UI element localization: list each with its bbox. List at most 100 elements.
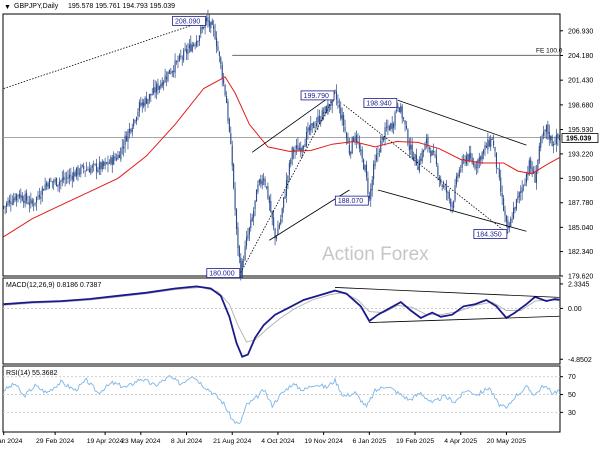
candle-body: [550, 136, 552, 141]
candle-body: [344, 126, 346, 132]
xtick-label: 6 Jan 2025: [353, 438, 387, 445]
candle-body: [36, 196, 38, 203]
candle-body: [174, 60, 176, 73]
candle-body: [271, 211, 273, 219]
candle-body: [335, 91, 338, 100]
candle-body: [354, 136, 356, 141]
candle-body: [97, 169, 99, 173]
candle-body: [230, 133, 232, 145]
candle-body: [433, 151, 435, 153]
candle-body: [404, 120, 406, 125]
candle-body: [223, 79, 225, 84]
candle-body: [408, 145, 410, 151]
price-ytick-label: 204.180: [568, 53, 593, 60]
candle-body: [374, 160, 376, 167]
candle-body: [395, 109, 398, 111]
candle-body: [90, 167, 92, 174]
candle-body: [425, 138, 428, 144]
candle-body: [420, 158, 422, 161]
candle-body: [387, 125, 389, 128]
candle-body: [541, 136, 543, 138]
candle-body: [183, 50, 185, 61]
candle-body: [553, 144, 555, 146]
xtick-label: 8 Jul 2024: [171, 438, 203, 445]
candle-body: [140, 103, 142, 106]
candle-body: [115, 158, 118, 160]
macd-trendline: [335, 287, 560, 298]
candle-body: [83, 165, 85, 170]
candle-body: [363, 159, 365, 170]
candle-body: [88, 168, 90, 173]
price-level-box: [473, 229, 508, 239]
candle-body: [31, 200, 33, 204]
candle-body: [151, 94, 153, 95]
candle-body: [448, 192, 450, 199]
candle-body: [340, 107, 342, 119]
candle-body: [287, 175, 289, 182]
candle-body: [485, 145, 487, 148]
candle-body: [38, 195, 40, 198]
candle-body: [291, 147, 293, 160]
candle-body: [545, 125, 547, 132]
candle-body: [34, 202, 36, 204]
candle-body: [298, 148, 300, 150]
candle-body: [134, 120, 136, 122]
candle-body: [117, 154, 119, 160]
current-price-box: [561, 133, 599, 143]
candle-body: [397, 106, 399, 109]
candle-body: [234, 188, 236, 210]
candle-body: [244, 246, 246, 260]
macd-ytick-label: 0.00: [568, 306, 582, 313]
candle-body: [351, 137, 353, 153]
candle-body: [41, 187, 43, 196]
candle-body: [490, 138, 492, 148]
candle-body: [203, 27, 205, 29]
candle-body: [208, 20, 210, 27]
candle-body: [505, 215, 507, 222]
candle-body: [68, 174, 70, 179]
candle-body: [403, 117, 405, 119]
candle-body: [228, 119, 230, 132]
price-ytick-label: 187.780: [568, 200, 593, 207]
candle-body: [355, 135, 358, 143]
candle-body: [523, 185, 525, 187]
candle-body: [455, 176, 458, 185]
candle-body: [491, 138, 493, 140]
candle-body: [144, 97, 146, 106]
candle-body: [413, 157, 415, 161]
candle-body: [557, 133, 559, 139]
candle-body: [168, 69, 170, 74]
candle-body: [530, 159, 532, 169]
price-ytick-label: 182.340: [568, 249, 593, 256]
candle-body: [535, 170, 537, 183]
candle-body: [437, 165, 439, 177]
candle-body: [481, 152, 483, 160]
candle-body: [540, 138, 542, 148]
macd-line: [3, 285, 560, 358]
rsi-line: [3, 374, 560, 425]
candle-body: [308, 127, 310, 131]
price-level-label: 208.090: [175, 18, 200, 25]
candle-body: [110, 157, 112, 164]
candle-body: [470, 152, 472, 159]
candle-body: [157, 83, 159, 91]
candle-body: [334, 90, 336, 92]
candle-body: [380, 140, 382, 153]
symbol-label: GBPJPY,Daily: [14, 3, 59, 10]
candle-body: [534, 172, 536, 183]
candle-body: [251, 217, 253, 221]
candle-body: [431, 150, 433, 156]
candle-body: [78, 172, 80, 174]
dropdown-triangle-icon[interactable]: ▼: [4, 4, 11, 11]
candle-body: [423, 150, 425, 152]
price-level-box: [300, 90, 335, 101]
price-level-label: 180.000: [209, 271, 234, 278]
candle-body: [350, 152, 352, 155]
candle-body: [150, 93, 152, 96]
candle-body: [465, 155, 468, 164]
price-level-label: 188.070: [338, 198, 363, 205]
candle-body: [313, 122, 315, 129]
price-trendline: [377, 189, 527, 232]
candle-body: [224, 84, 226, 96]
